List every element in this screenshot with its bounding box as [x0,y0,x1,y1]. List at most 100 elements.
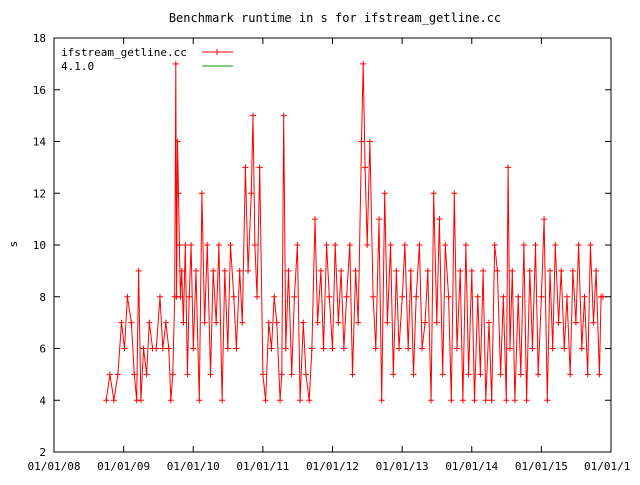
y-tick-label: 16 [33,84,46,97]
data-point [121,345,128,352]
data-point [506,345,513,352]
data-point [370,293,377,300]
data-point [549,345,556,352]
data-point [486,319,493,326]
data-point [517,371,524,378]
data-point [529,345,536,352]
data-point [277,397,284,404]
data-point [541,216,548,223]
data-point [343,293,350,300]
data-point [378,397,385,404]
data-point [291,293,298,300]
data-point [114,371,121,378]
data-point [329,345,336,352]
data-point [184,371,191,378]
data-point [320,345,327,352]
data-point [338,267,345,274]
data-point [262,397,269,404]
data-point [317,267,324,274]
data-point [362,164,369,171]
data-point [511,397,518,404]
y-axis: 2 4 6 8 10 12 14 16 18 [33,32,611,459]
data-point [323,242,330,248]
data-point [376,216,383,223]
y-tick-label: 6 [39,343,46,356]
data-point [346,242,353,248]
data-point [230,293,237,300]
data-point [188,242,195,248]
data-point [178,267,185,274]
data-point [285,267,292,274]
data-point [520,242,527,248]
data-point [462,242,469,248]
data-point [135,267,142,274]
data-point [532,242,539,248]
data-point [207,371,214,378]
data-point [405,345,412,352]
data-point [167,397,174,404]
data-point [569,267,576,274]
data-point [233,345,240,352]
data-point [503,397,510,404]
data-point [494,267,501,274]
data-point [177,293,184,300]
data-point [474,293,481,300]
data-point [552,242,559,248]
data-point [497,371,504,378]
data-point [175,190,182,197]
data-point [360,60,367,67]
data-point [453,345,460,352]
data-point [558,267,565,274]
legend: ifstream_getline.cc4.1.0 [61,46,233,73]
data-point [401,242,408,248]
data-point [215,242,222,248]
x-tick-label: 01/01/10 [167,460,220,473]
data-point [413,293,420,300]
data-point [500,293,507,300]
data-point [364,242,371,248]
data-point [308,345,315,352]
x-tick-label: 01/01/1 [584,460,630,473]
data-point [278,371,285,378]
data-point [366,138,373,145]
x-tick-label: 01/01/15 [515,460,568,473]
data-point [169,371,176,378]
data-point [547,267,554,274]
data-point [393,267,400,274]
y-tick-label: 10 [33,239,46,252]
data-point [239,319,246,326]
data-point [572,319,579,326]
data-point [204,242,211,248]
data-point [407,267,414,274]
data-point [190,345,197,352]
y-tick-label: 8 [39,291,46,304]
data-point [221,267,228,274]
data-point [106,371,113,378]
data-point [349,371,356,378]
y-tick-label: 12 [33,187,46,200]
data-point [563,293,570,300]
x-axis: 01/01/08 01/01/09 01/01/10 01/01/11 01/01/12… [28,38,630,473]
data-point [156,293,163,300]
data-point [482,397,489,404]
data-point [419,345,426,352]
data-point [176,242,183,248]
data-point [162,319,169,326]
data-point [280,112,287,119]
data-point [210,267,217,274]
data-point [567,371,574,378]
data-point [523,397,530,404]
data-point [544,397,551,404]
data-point [118,319,125,326]
data-point [314,319,321,326]
data-point [477,371,484,378]
data-point [471,397,478,404]
legend-label: 4.1.0 [61,60,94,73]
data-point [515,293,522,300]
x-tick-label: 01/01/11 [236,460,289,473]
data-point [180,319,187,326]
legend-marker [214,49,220,55]
data-point [159,345,166,352]
legend-label: ifstream_getline.cc [61,46,187,59]
